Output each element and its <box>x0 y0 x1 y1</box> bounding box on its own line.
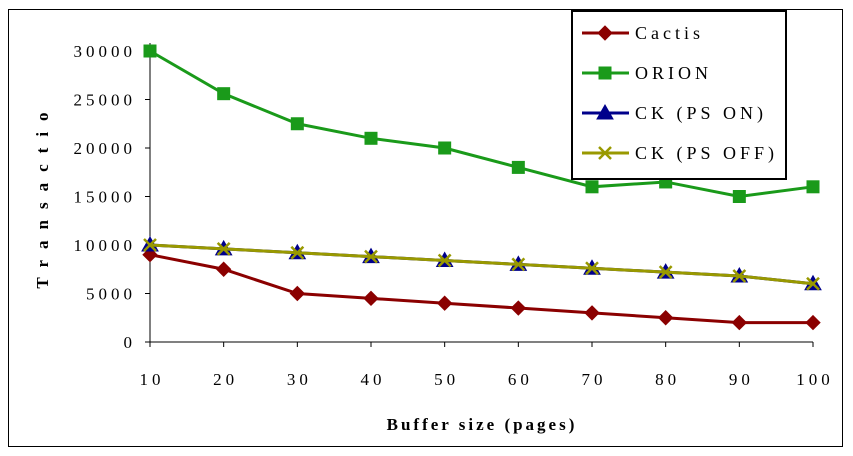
y-tick-labels: 0 5000 10000 15000 20000 25000 30000 <box>74 42 137 352</box>
legend-label-cactis: Cactis <box>635 23 704 43</box>
data-point-cactis <box>510 300 527 316</box>
series-line-cactis <box>149 253 813 325</box>
data-point-orion <box>732 190 746 203</box>
x-tick-label: 40 <box>361 370 386 389</box>
data-point-orion <box>511 160 525 174</box>
x-marker-stroke <box>143 238 157 252</box>
data-point-ck-ps-off <box>290 245 305 260</box>
x-marker-stroke <box>658 265 673 280</box>
data-point-ck-ps-off <box>216 241 231 256</box>
legend-label-ck-ps-on: CK (PS ON) <box>635 103 767 124</box>
data-point-ck-ps-off <box>732 269 747 283</box>
y-axis-title: Transactio <box>33 101 52 288</box>
data-point-ck-ps-off <box>437 253 452 268</box>
legend: Cactis ORION CK (PS ON) CK (PS OFF) <box>571 10 787 180</box>
x-tick-label: 20 <box>213 370 238 389</box>
x-marker-stroke <box>290 245 305 260</box>
x-tick-label: 100 <box>796 370 834 389</box>
y-tick-label: 5000 <box>86 285 136 304</box>
x-marker-stroke <box>437 253 452 268</box>
legend-marker-ck-ps-on <box>596 103 614 120</box>
x-marker-stroke <box>732 269 747 283</box>
legend-label-ck-ps-off: CK (PS OFF) <box>635 143 778 164</box>
data-point-cactis <box>289 285 306 302</box>
x-tick-labels: 10 20 30 40 50 60 70 80 90 100 <box>140 370 834 389</box>
data-point-cactis <box>363 290 379 307</box>
data-point-cactis <box>731 314 748 331</box>
series-layer <box>141 44 822 331</box>
y-tick-label: 0 <box>124 333 137 352</box>
data-point-cactis <box>436 295 453 311</box>
x-marker-stroke <box>598 146 612 160</box>
series-line-ck-ps-off <box>149 243 814 286</box>
data-point-orion <box>806 180 820 194</box>
data-point-ck-ps-off <box>585 261 599 276</box>
series-ck-ps-off <box>143 238 820 291</box>
data-point-cactis <box>657 310 674 326</box>
y-tick-label: 30000 <box>74 42 137 61</box>
series-cactis <box>142 246 821 331</box>
data-point-ck-ps-off <box>658 265 673 280</box>
y-tick-label: 10000 <box>74 236 137 255</box>
x-axis-title: Buffer size (pages) <box>387 415 578 434</box>
y-tick-label: 15000 <box>74 188 137 207</box>
series-line-orion <box>149 49 814 199</box>
x-tick-label: 60 <box>508 370 533 389</box>
x-tick-label: 30 <box>287 370 312 389</box>
data-point-orion <box>143 44 157 58</box>
data-point-cactis <box>215 261 232 277</box>
data-point-cactis <box>805 314 821 331</box>
x-tick-label: 70 <box>582 370 607 389</box>
x-tick-label: 50 <box>434 370 459 389</box>
x-tick-label: 90 <box>729 370 754 389</box>
data-point-orion <box>290 117 304 131</box>
data-point-ck-ps-off <box>806 276 820 291</box>
data-point-ck-ps-off <box>511 257 526 272</box>
y-tick-label: 20000 <box>74 139 137 158</box>
x-marker-stroke <box>511 257 526 272</box>
y-tick-label: 25000 <box>74 91 137 110</box>
x-marker-stroke <box>216 241 231 256</box>
data-point-cactis <box>584 305 600 321</box>
x-marker-stroke <box>585 261 599 276</box>
data-point-ck-ps-off <box>143 238 157 252</box>
data-point-orion <box>438 141 452 155</box>
legend-marker-cactis <box>597 25 613 41</box>
data-point-orion <box>364 131 378 145</box>
x-tick-label: 80 <box>655 370 680 389</box>
data-point-ck-ps-off <box>364 249 378 264</box>
legend-marker-ck-ps-off <box>598 146 612 160</box>
x-marker-stroke <box>364 249 378 264</box>
x-tick-label: 10 <box>140 370 165 389</box>
legend-marker-orion <box>598 66 612 80</box>
legend-label-orion: ORION <box>635 63 712 83</box>
data-point-orion <box>585 180 599 194</box>
data-point-orion <box>217 87 231 101</box>
x-marker-stroke <box>806 276 820 291</box>
